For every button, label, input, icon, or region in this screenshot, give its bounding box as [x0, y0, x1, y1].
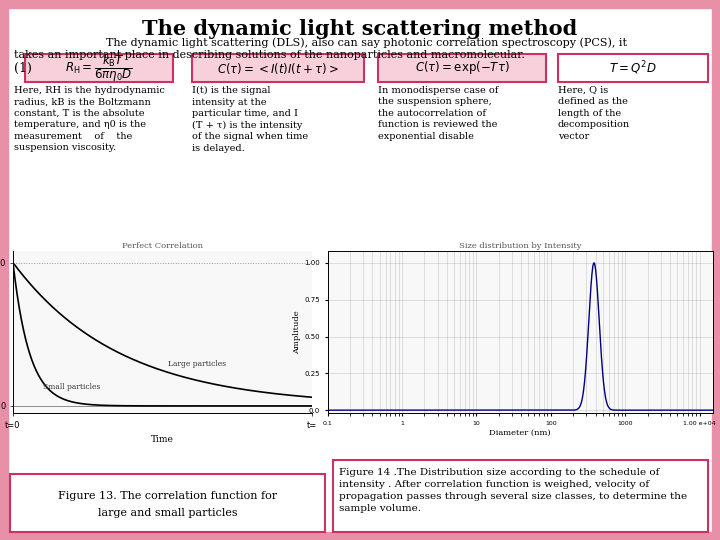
Text: Here, Q is
defined as the
length of the
decomposition
vector: Here, Q is defined as the length of the …	[558, 86, 630, 141]
Text: The dynamic light scattering (DLS), also can say photonic correlation spectrosco: The dynamic light scattering (DLS), also…	[92, 37, 628, 48]
Text: Figure 14 .The Distribution size according to the schedule of
intensity . After : Figure 14 .The Distribution size accordi…	[339, 468, 687, 514]
Text: $C(\tau) = < I(t)I(t + \tau) >$: $C(\tau) = < I(t)I(t + \tau) >$	[217, 60, 339, 76]
X-axis label: Diameter (nm): Diameter (nm)	[490, 429, 551, 436]
FancyBboxPatch shape	[333, 460, 708, 532]
Title: Perfect Correlation: Perfect Correlation	[122, 242, 203, 251]
Text: takes an important place in describing solutions of the nanoparticles and macrom: takes an important place in describing s…	[14, 50, 525, 60]
Text: In monodisperse case of
the suspension sphere,
the autocorrelation of
function i: In monodisperse case of the suspension s…	[378, 86, 498, 141]
FancyBboxPatch shape	[10, 474, 325, 532]
Text: The dynamic light scattering method: The dynamic light scattering method	[143, 19, 577, 39]
X-axis label: Time: Time	[151, 435, 174, 444]
Bar	[0, 0, 8, 540]
FancyBboxPatch shape	[192, 54, 364, 82]
Text: $C(\tau) = \exp(-T\tau)$: $C(\tau) = \exp(-T\tau)$	[415, 59, 510, 77]
Text: (1): (1)	[14, 62, 32, 75]
Bar	[0, 0, 720, 8]
Bar	[0, 532, 720, 540]
Text: Large particles: Large particles	[168, 360, 227, 368]
Bar	[712, 0, 720, 540]
Text: $T = Q^2 D$: $T = Q^2 D$	[609, 59, 657, 77]
FancyBboxPatch shape	[558, 54, 708, 82]
Text: I(t) is the signal
intensity at the
particular time, and I
(T + τ) is the intens: I(t) is the signal intensity at the part…	[192, 86, 308, 152]
FancyBboxPatch shape	[25, 54, 173, 82]
Title: Size distribution by Intensity: Size distribution by Intensity	[459, 242, 582, 251]
Text: Small particles: Small particles	[43, 383, 100, 391]
Text: Here, RH is the hydrodynamic
radius, kB is the Boltzmann
constant, T is the abso: Here, RH is the hydrodynamic radius, kB …	[14, 86, 165, 152]
Text: $R_{\rm H} = \dfrac{k_{\rm B}T}{6\pi\eta_0 D}$: $R_{\rm H} = \dfrac{k_{\rm B}T}{6\pi\eta…	[65, 52, 133, 84]
FancyBboxPatch shape	[378, 54, 546, 82]
Y-axis label: Amplitude: Amplitude	[294, 310, 302, 354]
Text: large and small particles: large and small particles	[98, 508, 238, 518]
Text: Figure 13. The correlation function for: Figure 13. The correlation function for	[58, 491, 277, 501]
